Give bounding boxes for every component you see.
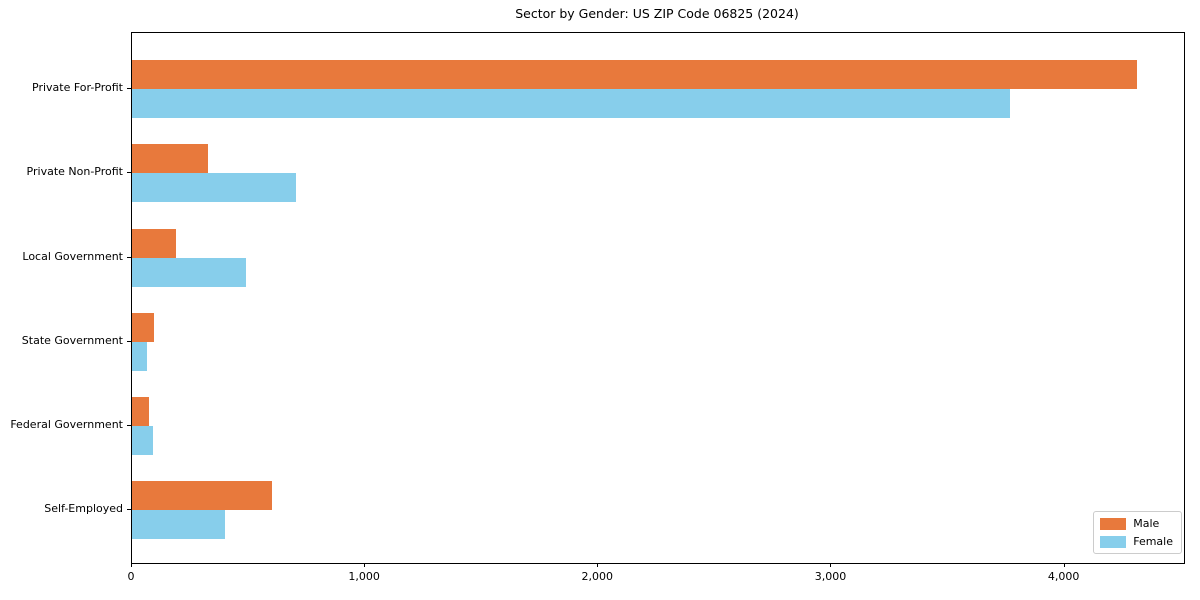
bar-female-private-non-profit bbox=[132, 173, 297, 203]
bar-female-state-government bbox=[132, 341, 147, 371]
y-tick-mark bbox=[127, 256, 131, 258]
bar-male-private-for-profit bbox=[132, 60, 1137, 90]
y-tick-label-federal-government: Federal Government bbox=[10, 417, 123, 431]
y-tick-label-private-non-profit: Private Non-Profit bbox=[26, 165, 123, 179]
legend-entry-female: Female bbox=[1100, 535, 1173, 548]
bar-female-private-for-profit bbox=[132, 89, 1010, 119]
legend-label-male: Male bbox=[1133, 517, 1160, 530]
plot-area: Male Female bbox=[131, 32, 1185, 564]
x-tick-mark bbox=[364, 563, 366, 567]
bar-female-self-employed bbox=[132, 509, 226, 539]
x-tick-mark bbox=[131, 563, 132, 567]
legend: Male Female bbox=[1093, 511, 1182, 554]
x-tick-label-1000: 1,000 bbox=[348, 570, 380, 583]
bar-male-local-government bbox=[132, 228, 176, 258]
y-tick-label-local-government: Local Government bbox=[22, 249, 123, 263]
y-tick-mark bbox=[127, 340, 131, 342]
y-tick-label-state-government: State Government bbox=[21, 333, 123, 347]
chart-title: Sector by Gender: US ZIP Code 06825 (202… bbox=[515, 6, 799, 21]
bar-female-federal-government bbox=[132, 425, 153, 455]
legend-swatch-female bbox=[1100, 535, 1127, 548]
bar-male-federal-government bbox=[132, 396, 150, 426]
y-tick-label-self-employed: Self-Employed bbox=[44, 501, 123, 515]
y-tick-label-private-for-profit: Private For-Profit bbox=[32, 81, 123, 95]
y-tick-mark bbox=[127, 424, 131, 426]
bar-male-state-government bbox=[132, 312, 154, 342]
y-tick-mark bbox=[127, 172, 131, 174]
bar-male-self-employed bbox=[132, 480, 272, 510]
y-tick-mark bbox=[127, 508, 131, 510]
bar-female-local-government bbox=[132, 257, 246, 287]
legend-label-female: Female bbox=[1133, 535, 1173, 548]
x-tick-mark bbox=[1063, 563, 1065, 567]
x-tick-label-0: 0 bbox=[127, 570, 135, 583]
x-tick-mark bbox=[830, 563, 832, 567]
legend-entry-male: Male bbox=[1100, 517, 1173, 530]
legend-swatch-male bbox=[1100, 517, 1127, 530]
bar-male-private-non-profit bbox=[132, 144, 208, 174]
x-tick-label-3000: 3,000 bbox=[814, 570, 847, 583]
x-tick-mark bbox=[597, 563, 599, 567]
x-tick-label-2000: 2,000 bbox=[581, 570, 614, 583]
y-tick-mark bbox=[127, 88, 131, 90]
x-tick-label-4000: 4,000 bbox=[1047, 570, 1080, 583]
